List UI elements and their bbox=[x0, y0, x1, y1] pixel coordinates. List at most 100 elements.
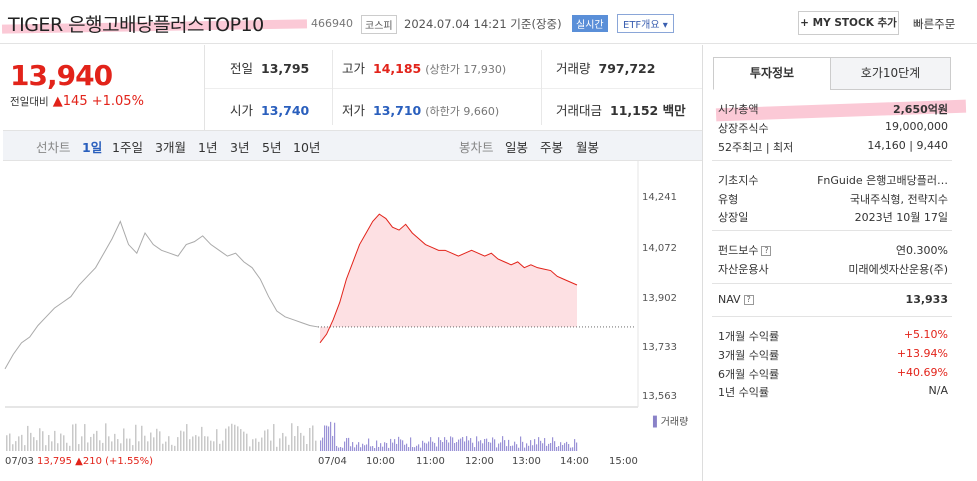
volume-bar bbox=[424, 442, 426, 451]
volume-bar bbox=[476, 436, 478, 451]
volume-bar bbox=[412, 447, 414, 451]
my-stock-add-button[interactable]: + MY STOCK 추가 bbox=[798, 11, 899, 35]
volume-label: 거래량 bbox=[556, 61, 591, 76]
volume-bar bbox=[346, 438, 348, 451]
volume-bar bbox=[126, 438, 128, 451]
amount-label: 거래대금 bbox=[556, 103, 603, 118]
volume-bar bbox=[249, 446, 251, 451]
return-1m-row: 1개월 수익률 +5.10% bbox=[718, 328, 948, 344]
volume-bar bbox=[434, 442, 436, 451]
tab-order-book[interactable]: 호가10단계 bbox=[830, 57, 951, 90]
fee-label: 펀드보수 bbox=[718, 244, 759, 257]
volume-bar bbox=[366, 444, 368, 451]
volume-bar bbox=[414, 447, 416, 451]
volume-bar bbox=[446, 439, 448, 451]
volume-bar bbox=[267, 429, 269, 451]
tab-candle-month[interactable]: 월봉 bbox=[576, 140, 600, 155]
divider bbox=[712, 283, 952, 284]
tab-period-3m[interactable]: 3개월 bbox=[155, 140, 186, 155]
volume-bar bbox=[234, 424, 236, 451]
today-line bbox=[319, 213, 578, 344]
volume-bar bbox=[69, 445, 71, 451]
volume-bar bbox=[426, 443, 428, 451]
x-tick: 14:00 bbox=[560, 456, 589, 467]
volume-bar bbox=[201, 426, 203, 451]
volume-bar bbox=[400, 439, 402, 451]
tab-period-5y[interactable]: 5년 bbox=[262, 140, 282, 155]
volume-bar bbox=[261, 437, 263, 451]
candle-chart-label: 봉차트 bbox=[459, 140, 494, 155]
volume-bar bbox=[15, 441, 17, 451]
volume-bar bbox=[165, 441, 167, 451]
volume-bar bbox=[386, 443, 388, 451]
lower-limit: (하한가 9,660) bbox=[425, 105, 500, 118]
volume-bar bbox=[460, 438, 462, 451]
main-divider bbox=[702, 45, 703, 481]
volume-bar bbox=[138, 441, 140, 451]
help-icon[interactable]: ? bbox=[743, 295, 754, 305]
volume-bar bbox=[120, 443, 122, 451]
volume-bar bbox=[177, 437, 179, 451]
return-1y-row: 1년 수익률 N/A bbox=[718, 384, 948, 400]
volume-bar bbox=[192, 436, 194, 451]
change-label: 전일대비 bbox=[10, 96, 49, 108]
volume-bar bbox=[494, 439, 496, 451]
volume-bar bbox=[6, 435, 8, 451]
volume-bar bbox=[530, 440, 532, 451]
volume-bar bbox=[297, 426, 299, 451]
help-icon[interactable]: ? bbox=[761, 246, 772, 256]
etf-overview-dropdown[interactable]: ETF개요 ▾ bbox=[617, 14, 674, 33]
volume-bar bbox=[320, 440, 322, 451]
listing-label: 상장일 bbox=[718, 211, 749, 224]
volume-bar bbox=[384, 442, 386, 451]
volume-bar bbox=[108, 436, 110, 451]
trade-amount: 거래대금 11,152 백만 bbox=[556, 100, 686, 119]
return-1y-value: N/A bbox=[928, 384, 948, 397]
volume-bar bbox=[99, 440, 101, 451]
volume-bar bbox=[480, 440, 482, 451]
volume-bar bbox=[12, 444, 14, 451]
volume-bar bbox=[153, 437, 155, 451]
index-row: 기초지수 FnGuide 은행고배당플러… bbox=[718, 172, 948, 188]
volume-bar bbox=[195, 435, 197, 451]
volume-bar bbox=[237, 426, 239, 451]
volume-bar bbox=[186, 424, 188, 451]
volume-bar bbox=[548, 443, 550, 451]
tab-period-1d[interactable]: 1일 bbox=[82, 140, 103, 155]
volume-bar bbox=[358, 442, 360, 451]
volume-bar bbox=[90, 436, 92, 451]
volume-bar bbox=[452, 437, 454, 451]
prev-value: 13,795 bbox=[261, 61, 310, 76]
volume-bar bbox=[180, 430, 182, 451]
volume-bar bbox=[364, 445, 366, 451]
tab-candle-week[interactable]: 주봉 bbox=[540, 140, 564, 155]
volume-bar bbox=[498, 443, 500, 451]
volume-bar bbox=[273, 424, 275, 451]
volume-bar bbox=[332, 435, 334, 451]
volume-bar bbox=[416, 445, 418, 451]
type-value: 국내주식형, 전략지수 bbox=[849, 193, 948, 206]
tab-candle-day[interactable]: 일봉 bbox=[505, 140, 529, 155]
volume-bar bbox=[420, 447, 422, 451]
volume-bar bbox=[390, 438, 392, 451]
volume-bar bbox=[328, 426, 330, 451]
tab-period-10y[interactable]: 10년 bbox=[293, 140, 321, 155]
tab-period-1y[interactable]: 1년 bbox=[198, 140, 218, 155]
volume-bar bbox=[466, 436, 468, 451]
volume-bar bbox=[147, 441, 149, 451]
tab-invest-info[interactable]: 투자정보 bbox=[713, 57, 831, 90]
tab-period-3y[interactable]: 3년 bbox=[230, 140, 250, 155]
volume-bar bbox=[72, 424, 74, 451]
volume-bar bbox=[306, 443, 308, 451]
amount-value: 11,152 백만 bbox=[610, 103, 686, 118]
tab-period-1w[interactable]: 1주일 bbox=[112, 140, 143, 155]
volume-bar bbox=[252, 439, 254, 451]
volume-bar bbox=[213, 441, 215, 451]
volume-bar bbox=[362, 443, 364, 451]
quick-order-link[interactable]: 빠른주문 bbox=[913, 17, 956, 31]
etf-overview-label: ETF개요 bbox=[623, 20, 660, 31]
volume-bar bbox=[129, 438, 131, 451]
volume-bar bbox=[522, 441, 524, 451]
return-6m-row: 6개월 수익률 +40.69% bbox=[718, 366, 948, 382]
volume-bar bbox=[560, 442, 562, 451]
